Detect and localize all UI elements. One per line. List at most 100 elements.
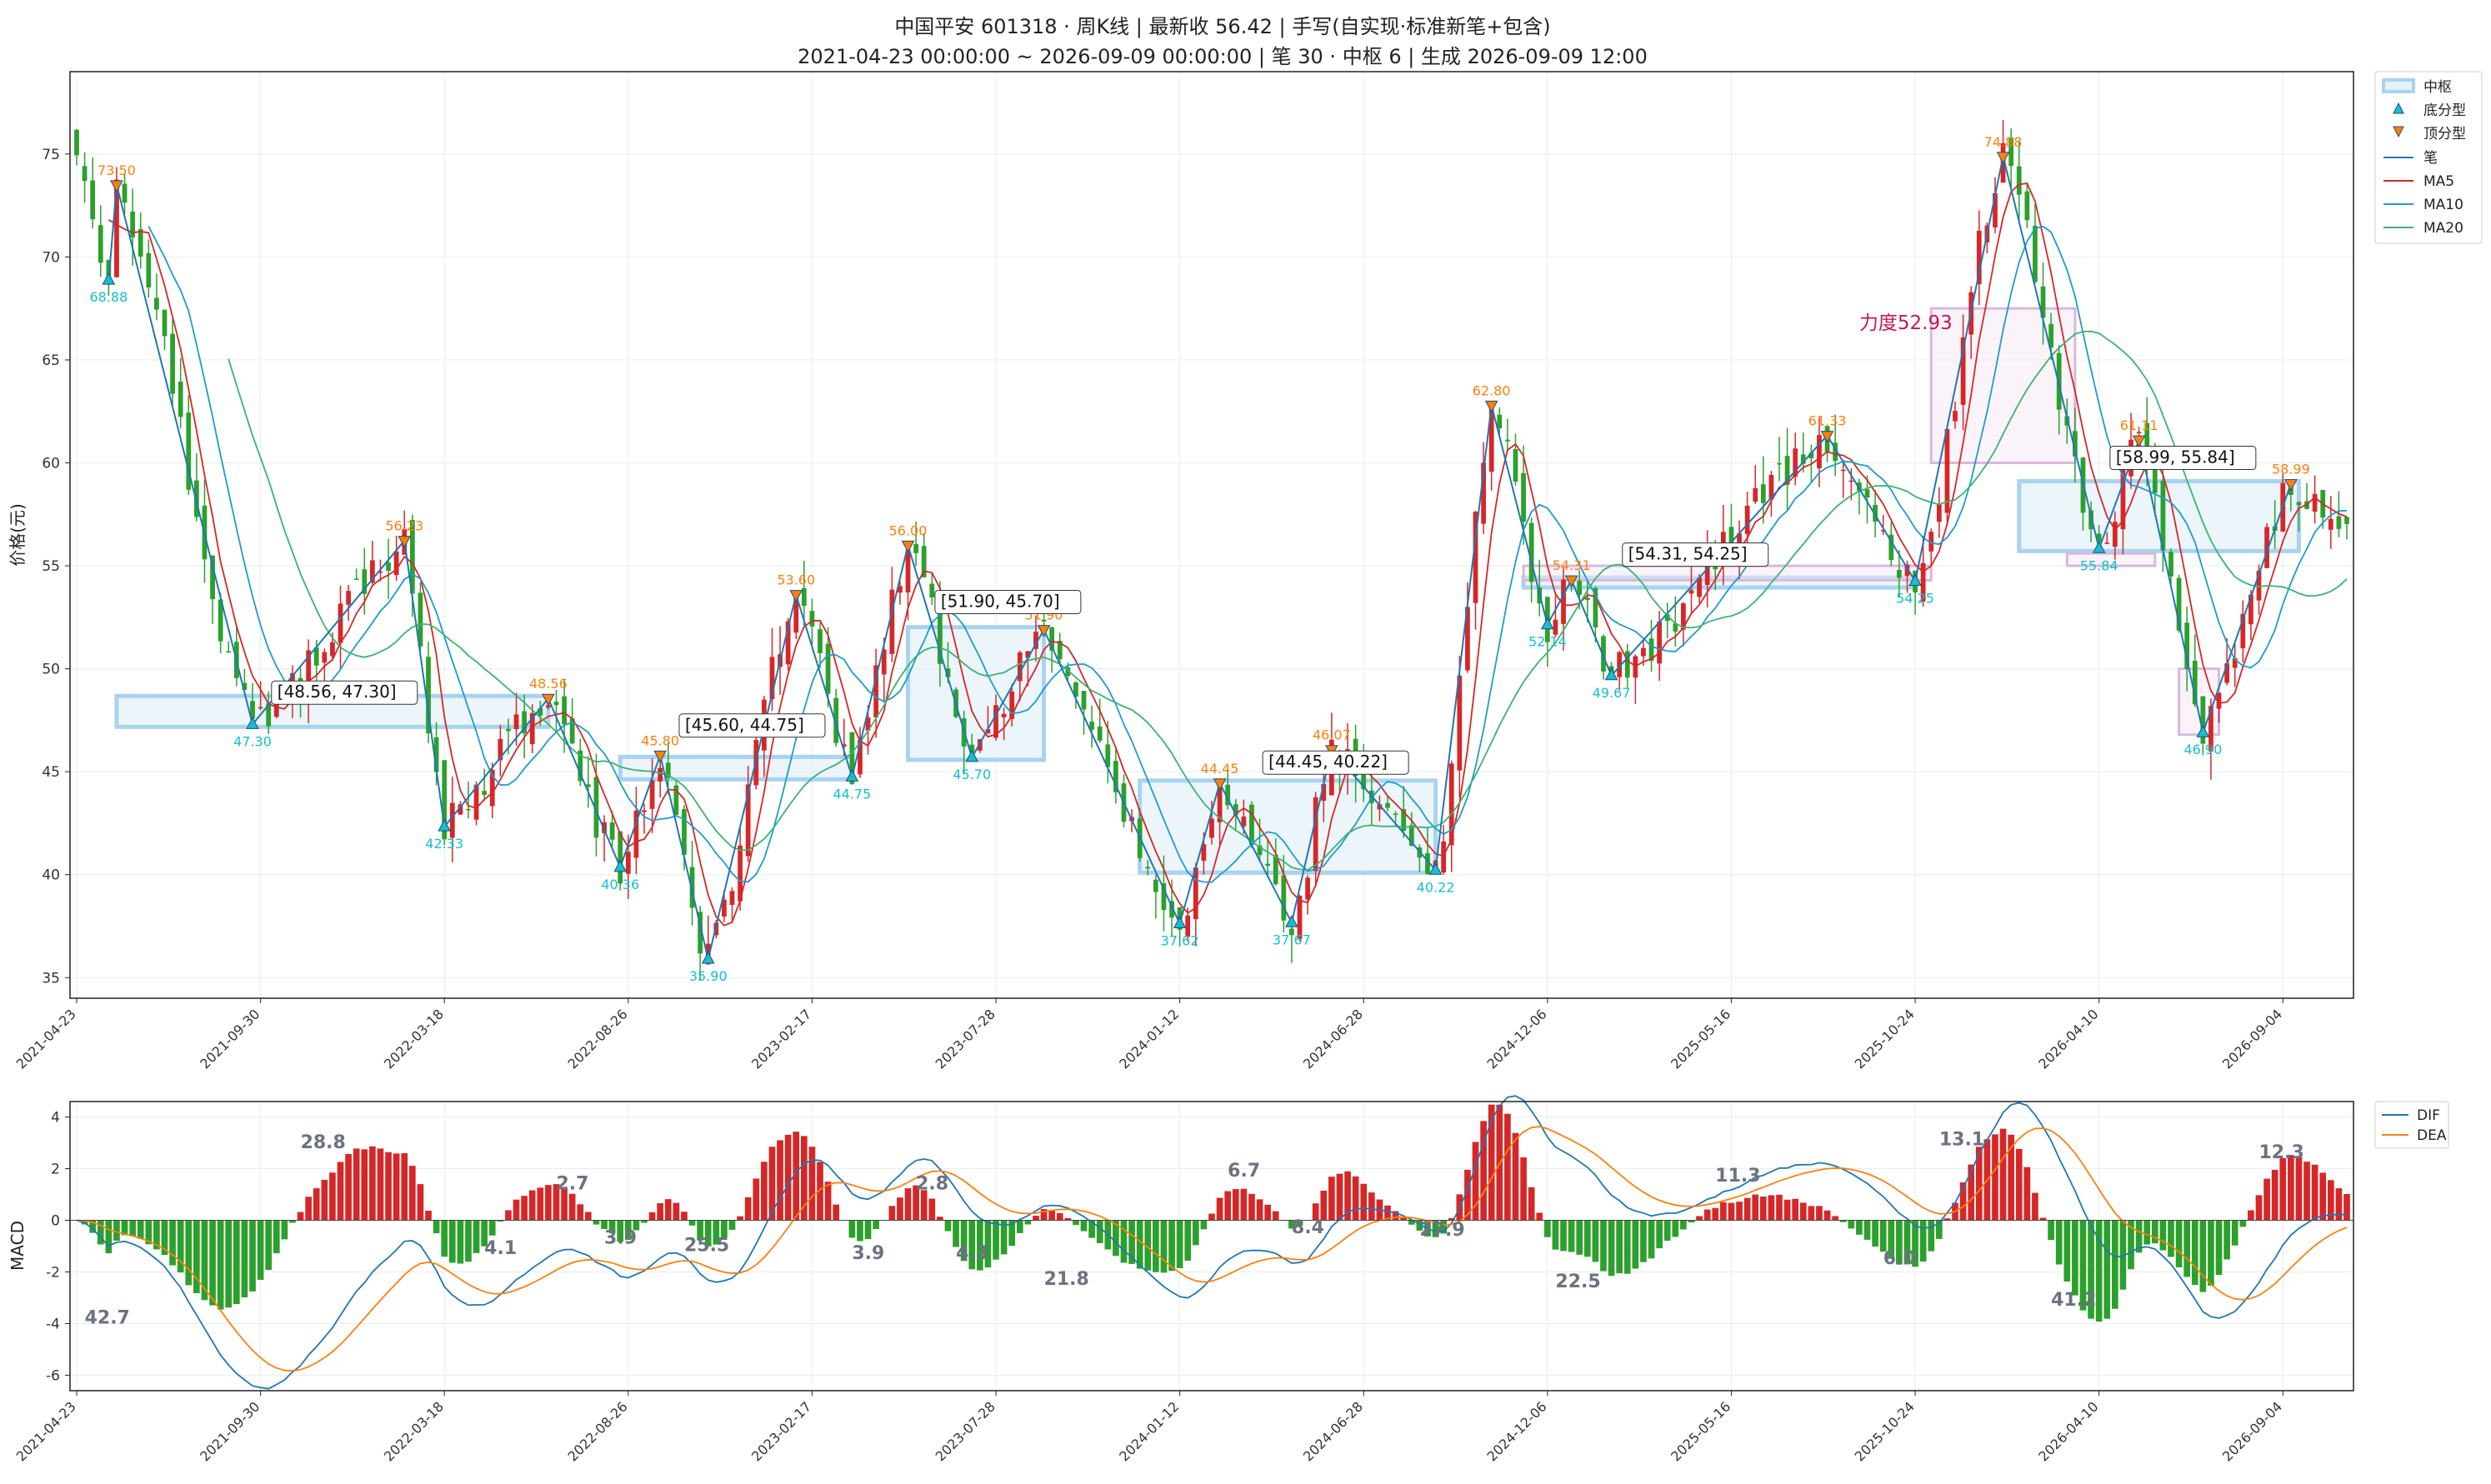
candle-body <box>578 750 583 782</box>
macd-histogram-bar <box>385 1152 392 1221</box>
chart-title-line1: 中国平安 601318 · 周K线 | 最新收 56.42 | 手写(自实现·标… <box>894 15 1550 38</box>
candle-body <box>1624 651 1630 678</box>
candle-body <box>1505 439 1510 442</box>
candle-body <box>1033 632 1038 649</box>
macd-histogram-bar <box>1935 1220 1943 1239</box>
macd-histogram-bar <box>1192 1220 1199 1246</box>
macd-histogram-bar <box>473 1220 480 1253</box>
candle-body <box>1793 448 1798 477</box>
candle-body <box>2040 286 2046 318</box>
macd-histogram-bar <box>1064 1217 1072 1221</box>
candle-body <box>250 701 255 719</box>
chart-title-line2: 2021-04-23 00:00:00 ~ 2026-09-09 00:00:0… <box>798 45 1648 68</box>
candle-body <box>633 810 639 858</box>
candle-body <box>1041 619 1047 622</box>
zhongshu-label-box <box>1622 542 1769 567</box>
macd-histogram-bar <box>808 1147 816 1221</box>
top-fx-marker <box>1484 400 1498 413</box>
moving-average-layer <box>108 182 2348 927</box>
price-x-tick-label: 2024-01-12 <box>1116 1006 1182 1072</box>
macd-histogram-bar <box>1552 1220 1559 1250</box>
macd-area-label: 27.9 <box>1419 1220 1464 1241</box>
top-fx-marker <box>1037 625 1051 637</box>
macd-histogram-bar <box>289 1220 296 1223</box>
macd-histogram-bar <box>345 1154 352 1221</box>
candle-body <box>1920 562 1926 602</box>
candle-body <box>1577 581 1583 595</box>
candle-body <box>2336 516 2342 529</box>
candle-body <box>2073 431 2078 457</box>
macd-area-label: 6.0 <box>1883 1248 1916 1269</box>
macd-histogram-bar <box>1583 1220 1591 1257</box>
candle-body <box>2088 510 2093 530</box>
macd-histogram-bar <box>2215 1220 2223 1276</box>
zhongshu-label: [51.90, 45.70] <box>941 591 1060 611</box>
candle-body <box>2216 692 2222 709</box>
macd-histogram-bar <box>2151 1220 2158 1244</box>
candle-body <box>1225 784 1231 806</box>
candle-body <box>258 707 263 709</box>
candle-body <box>138 229 143 257</box>
macd-histogram-bar <box>977 1220 983 1271</box>
candle-body <box>1800 454 1806 464</box>
candle-body <box>1888 534 1894 561</box>
bottom-fx-label: 54.25 <box>1896 591 1934 607</box>
macd-histogram-bar <box>793 1132 800 1221</box>
price-x-tick-label: 2025-10-24 <box>1852 1006 1918 1072</box>
macd-histogram-bar <box>1544 1220 1551 1237</box>
macd-area-label: 13.1 <box>1939 1130 1984 1151</box>
macd-x-tick-label: 2024-12-06 <box>1483 1398 1549 1464</box>
top-fx-label: 54.31 <box>1553 557 1591 573</box>
macd-y-tick-label: 0 <box>51 1213 60 1230</box>
macd-x-tick-label: 2026-04-10 <box>2035 1398 2101 1464</box>
macd-histogram-bar <box>1033 1216 1039 1221</box>
top-fx-marker <box>110 180 123 192</box>
macd-histogram-bar <box>113 1220 120 1241</box>
price-x-tick-label: 2021-04-23 <box>13 1006 79 1072</box>
macd-histogram-bar <box>2295 1157 2303 1221</box>
candle-body <box>881 649 887 675</box>
candle-body <box>585 784 591 787</box>
zhongshu-label: [54.31, 54.25] <box>1628 544 1748 564</box>
bottom-fx-label: 40.36 <box>601 877 639 892</box>
bottom-fx-label: 42.33 <box>425 836 463 852</box>
candle-body <box>2120 468 2126 530</box>
zhongshu-label: [58.99, 55.84] <box>2116 447 2235 467</box>
candle-body <box>1976 230 1982 285</box>
macd-histogram-bar <box>1703 1209 1711 1221</box>
macd-histogram-bar <box>1903 1220 1911 1265</box>
price-x-tick-label: 2023-02-17 <box>748 1006 814 1072</box>
bottom-fx-marker <box>246 717 259 729</box>
candle-body <box>1113 761 1118 792</box>
macd-histogram-bar <box>528 1190 536 1221</box>
macd-histogram-bar <box>353 1148 360 1221</box>
bottom-fx-marker <box>1541 617 1554 630</box>
macd-y-tick-label: 4 <box>51 1110 60 1127</box>
top-fx-label: 62.80 <box>1473 382 1511 398</box>
candle-body <box>1648 638 1654 662</box>
price-x-tick-label: 2026-09-04 <box>2219 1006 2285 1072</box>
candle-body <box>1289 928 1294 936</box>
candle-body <box>649 780 655 809</box>
candle-body <box>1193 867 1198 920</box>
candle-body <box>1017 652 1023 682</box>
price-y-tick-label: 50 <box>42 662 60 678</box>
macd-histogram-bar <box>944 1220 952 1232</box>
macd-histogram-bar <box>1919 1220 1927 1262</box>
macd-histogram-bar <box>1464 1169 1471 1221</box>
top-fx-label: 61.11 <box>2120 417 2158 433</box>
legend-label-top-fx: 顶分型 <box>2423 126 2466 142</box>
candle-body <box>162 309 168 337</box>
candle-body <box>1808 452 1814 458</box>
macd-area-label: 2.8 <box>916 1173 948 1194</box>
macd-histogram-bar <box>1568 1220 1575 1252</box>
macd-y-tick-label: 2 <box>51 1162 60 1178</box>
candle-body <box>306 650 312 695</box>
candle-body <box>1209 818 1214 838</box>
candle-body <box>1361 769 1367 790</box>
macd-histogram-bar <box>1696 1216 1703 1221</box>
candle-body <box>529 713 535 745</box>
macd-histogram-bar <box>1600 1220 1607 1272</box>
macd-histogram-bar <box>817 1162 823 1221</box>
macd-histogram-bar <box>545 1185 552 1221</box>
